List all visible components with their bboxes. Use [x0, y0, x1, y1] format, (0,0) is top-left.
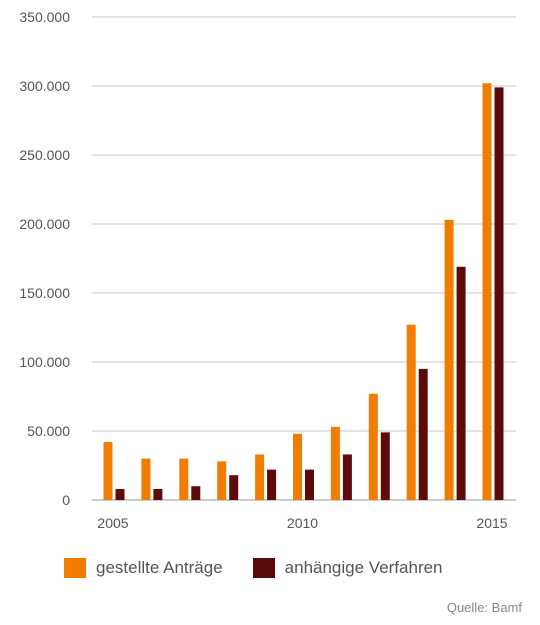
legend: gestellte Anträge anhängige Verfahren	[64, 558, 473, 578]
legend-label-antraege: gestellte Anträge	[96, 558, 223, 577]
legend-swatch-antraege	[64, 558, 86, 578]
source-note: Quelle: Bamf	[446, 600, 522, 615]
grid-lines	[92, 16, 516, 501]
bar-verfahren-2009	[267, 469, 277, 500]
bar-antraege-2013	[406, 324, 416, 500]
bar-verfahren-2007	[191, 486, 201, 500]
bar-antraege-2005	[103, 442, 113, 500]
x-tick-label: 2015	[476, 515, 507, 531]
bar-antraege-2014	[444, 219, 454, 501]
y-tick-label: 250.000	[19, 147, 70, 163]
bar-verfahren-2005	[115, 488, 125, 500]
bar-antraege-2009	[255, 454, 265, 500]
bar-verfahren-2006	[153, 488, 163, 500]
bar-verfahren-2013	[418, 368, 428, 500]
bar-verfahren-2014	[456, 266, 466, 500]
bar-verfahren-2012	[380, 432, 390, 500]
y-tick-label: 350.000	[19, 9, 70, 25]
x-axis-labels: 2005 2010 2015	[97, 515, 507, 531]
bar-antraege-2008	[217, 461, 227, 500]
bar-antraege-2012	[368, 393, 378, 500]
y-tick-label: 150.000	[19, 285, 70, 301]
y-tick-label: 50.000	[27, 423, 70, 439]
bar-antraege-2007	[179, 458, 189, 500]
bars	[103, 83, 504, 501]
legend-swatch-verfahren	[252, 558, 275, 578]
y-tick-label: 100.000	[19, 354, 70, 370]
bar-verfahren-2008	[229, 475, 239, 500]
bar-chart: 0 50.000 100.000 150.000 200.000 250.000 300.0…	[19, 9, 516, 531]
bar-verfahren-2010	[305, 469, 314, 500]
bar-antraege-2011	[330, 426, 340, 500]
bar-verfahren-2015	[494, 87, 504, 500]
y-tick-label: 300.000	[19, 78, 70, 94]
bar-antraege-2010	[293, 433, 302, 500]
bar-antraege-2006	[141, 458, 151, 500]
legend-item-antraege: gestellte Anträge	[64, 558, 223, 578]
bar-antraege-2015	[482, 83, 492, 501]
x-tick-label: 2010	[287, 515, 318, 531]
bar-verfahren-2011	[342, 454, 352, 500]
legend-label-verfahren: anhängige Verfahren	[284, 558, 443, 577]
y-tick-label: 200.000	[19, 216, 70, 232]
y-tick-label: 0	[62, 492, 70, 508]
legend-item-verfahren: anhängige Verfahren	[252, 558, 443, 578]
x-tick-label: 2005	[97, 515, 128, 531]
y-axis-labels: 0 50.000 100.000 150.000 200.000 250.000 300.0…	[19, 9, 70, 508]
